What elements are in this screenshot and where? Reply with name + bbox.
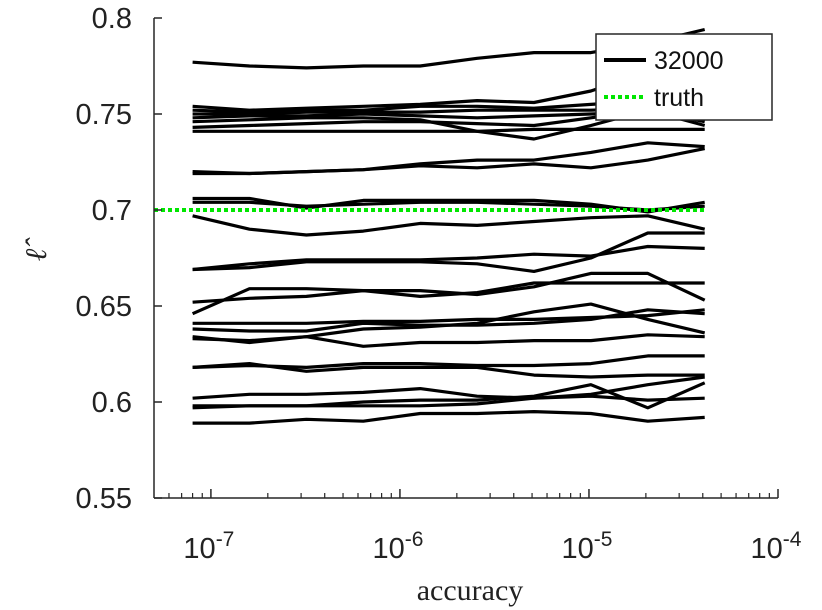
axis-ticks: 0.55 0.6 0.65 0.7 0.75 0.8 10-7 10-6 10-5 10-4 <box>76 3 802 565</box>
series-line-14 <box>192 244 705 272</box>
y-tick-label-1: 0.6 <box>92 387 132 419</box>
series-line-8 <box>192 127 705 133</box>
y-tick-label-5: 0.8 <box>92 3 132 35</box>
series-line-27 <box>192 394 705 410</box>
legend-box <box>595 33 773 121</box>
y-tick-label-3: 0.7 <box>92 195 132 227</box>
series-line-16 <box>191 271 706 316</box>
series-line-23 <box>192 362 705 379</box>
legend-label-truth: truth <box>654 84 704 112</box>
y-tick-label-2: 0.65 <box>76 291 132 323</box>
x-tick-label-1: 10-6 <box>372 528 423 565</box>
x-tick-label-2: 10-5 <box>561 528 612 565</box>
y-tick-label-0: 0.55 <box>76 483 132 515</box>
y-tick-label-4: 0.75 <box>76 99 132 131</box>
series-line-10 <box>192 147 706 176</box>
legend: 32000 truth <box>595 33 773 121</box>
axes <box>153 18 778 499</box>
series-line-24 <box>192 375 705 400</box>
series-line-15 <box>192 231 705 273</box>
series-line-17 <box>192 281 705 304</box>
x-tick-label-0: 10-7 <box>183 528 234 565</box>
series-line-18 <box>192 308 705 325</box>
y-axis-title: ℓ̂ <box>20 237 53 261</box>
series-line-26 <box>192 410 705 425</box>
series-line-13 <box>192 214 706 237</box>
x-axis-title: accuracy <box>417 574 524 607</box>
legend-label-series: 32000 <box>654 47 724 75</box>
series-line-21 <box>192 333 705 348</box>
x-tick-label-3: 10-4 <box>751 528 802 565</box>
